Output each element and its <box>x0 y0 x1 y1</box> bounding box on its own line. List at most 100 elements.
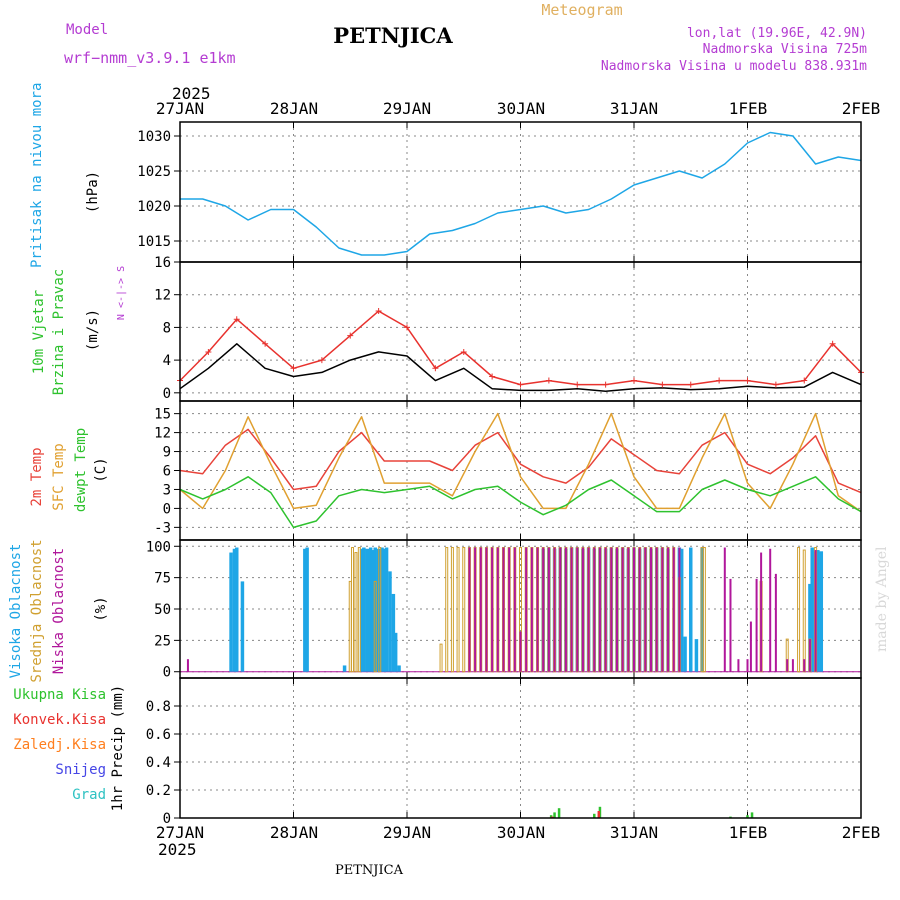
cloud-ylabel: (%) <box>93 596 109 621</box>
clouds-bar-2 <box>587 547 590 672</box>
clouds-bar-1 <box>450 547 454 673</box>
clouds-bar-1 <box>378 547 382 673</box>
pressure-ytick-label: 1015 <box>137 234 171 250</box>
temperature-ytick-label: 0 <box>163 501 171 517</box>
wind-gust-point <box>460 348 467 355</box>
clouds-bar-2 <box>576 547 579 672</box>
wind-ytick-label: 8 <box>163 320 171 336</box>
wind-gust-point <box>404 324 410 331</box>
clouds-bar-0 <box>365 548 370 672</box>
wind-direction-legend: N <-|-> S <box>116 266 127 320</box>
wind-gust-point <box>375 308 382 315</box>
clouds-bar-2 <box>627 547 630 672</box>
clouds-bar-2 <box>570 547 573 672</box>
x-label-top-5: 1FEB <box>729 99 768 118</box>
year-top: 2025 <box>172 84 211 103</box>
watermark: made by Angel <box>874 546 890 652</box>
wind-gust-point <box>631 377 637 384</box>
wind-ytick-label: 4 <box>163 353 171 369</box>
clouds-bar-2 <box>723 547 726 672</box>
clouds-bar-2 <box>610 547 613 672</box>
clouds-bar-2 <box>491 547 494 672</box>
clouds-bar-0 <box>380 547 384 672</box>
precipitation-bar-0 <box>553 812 556 818</box>
clouds-bar-2 <box>650 547 653 672</box>
cloud-title-1: Srednja Oblacnost <box>29 539 45 682</box>
precip-ylabel: 1hr Precip (mm) <box>110 685 126 811</box>
precipitation-bar-0 <box>746 815 749 818</box>
clouds-bar-2 <box>496 547 499 672</box>
wind-gust-point <box>290 365 297 372</box>
clouds-bar-2 <box>581 547 584 672</box>
clouds-bar-2 <box>513 547 516 672</box>
model-name: wrf−nmm_v3.9.1 e1km <box>64 49 236 67</box>
wind-gust-point <box>716 377 723 384</box>
clouds-bar-2 <box>760 552 763 672</box>
precipitation-frame <box>179 677 862 819</box>
wind-ylabel: (m/s) <box>85 309 101 351</box>
precipitation-ytick-label: 0.8 <box>146 699 171 715</box>
clouds-bar-2 <box>791 659 794 672</box>
clouds-bar-0 <box>232 548 237 672</box>
x-label-bottom-3: 30JAN <box>497 823 545 842</box>
clouds-bar-2 <box>746 659 749 672</box>
clouds-bar-2 <box>615 547 618 672</box>
clouds-bar-0 <box>808 583 812 672</box>
clouds-bar-0 <box>382 548 387 672</box>
clouds-bar-0 <box>388 571 392 672</box>
precip-legend-2: Zaledj.Kisa <box>13 737 106 753</box>
wind-gust-point <box>772 381 779 388</box>
pressure-ylabel: (hPa) <box>85 171 101 213</box>
clouds-bar-2 <box>749 621 752 672</box>
wind-gust-point <box>687 381 694 388</box>
precipitation-bar-0 <box>593 813 596 818</box>
x-label-top-6: 2FEB <box>842 99 881 118</box>
product-title: Meteogram <box>541 1 622 19</box>
x-label-top-2: 29JAN <box>383 99 431 118</box>
clouds-bar-0 <box>689 547 693 672</box>
temperature-ytick-label: 9 <box>163 445 171 461</box>
clouds-ytick-label: 25 <box>154 633 171 649</box>
x-label-bottom-2: 29JAN <box>383 823 431 842</box>
clouds-bar-2 <box>644 547 647 672</box>
clouds-bar-0 <box>384 547 389 672</box>
clouds-bar-1 <box>439 643 443 673</box>
clouds-bar-1 <box>462 547 466 673</box>
clouds-ytick-label: 50 <box>154 602 171 618</box>
wind-gust-point <box>574 381 581 388</box>
clouds-bar-2 <box>786 659 789 672</box>
pressure-ytick-label: 1025 <box>137 164 171 180</box>
wind-panel: 0 4 8 12 16 <box>154 255 864 402</box>
clouds-bar-1 <box>445 547 449 673</box>
precip-legend-4: Grad <box>72 787 106 803</box>
clouds-bar-2 <box>729 578 732 672</box>
precipitation-ytick-label: 0.2 <box>146 783 171 799</box>
pressure-panel: 1015 1020 1025 1030 <box>137 121 862 263</box>
clouds-bar-2 <box>678 547 681 672</box>
clouds-bar-1 <box>348 580 352 673</box>
wind-gust-point <box>262 340 269 347</box>
clouds-bar-2 <box>769 548 772 672</box>
temp-title-2: dewpt Temp <box>73 428 89 512</box>
wind-gust-point <box>545 377 552 384</box>
clouds-bar-2 <box>598 547 601 672</box>
x-axis-bottom: 27JAN 28JAN 29JAN 30JAN 31JAN 1FEB 2FEB <box>156 823 880 842</box>
clouds-bar-2 <box>508 547 511 672</box>
wind-title-0: 10m Vjetar <box>31 290 47 374</box>
wind-gust-point <box>517 381 524 388</box>
temp-title-1: SFC Temp <box>51 443 67 510</box>
clouds-bar-2 <box>547 547 550 672</box>
clouds-bar-2 <box>774 573 777 672</box>
temperature-series-2-line <box>179 476 862 529</box>
clouds-bar-2 <box>672 547 675 672</box>
cloud-title-0: Visoka Oblacnost <box>8 544 24 679</box>
precip-legend-3: Snijeg <box>55 762 106 778</box>
clouds-bar-2 <box>553 547 556 672</box>
temp-title-0: 2m Temp <box>29 447 45 506</box>
pressure-title: Pritisak na nivou mora <box>29 83 45 268</box>
clouds-bar-2 <box>186 659 189 672</box>
precip-legend-0: Ukupna Kisa <box>13 687 106 703</box>
x-label-bottom-1: 28JAN <box>270 823 318 842</box>
clouds-bar-2 <box>479 547 482 672</box>
wind-gust-point <box>347 332 354 339</box>
